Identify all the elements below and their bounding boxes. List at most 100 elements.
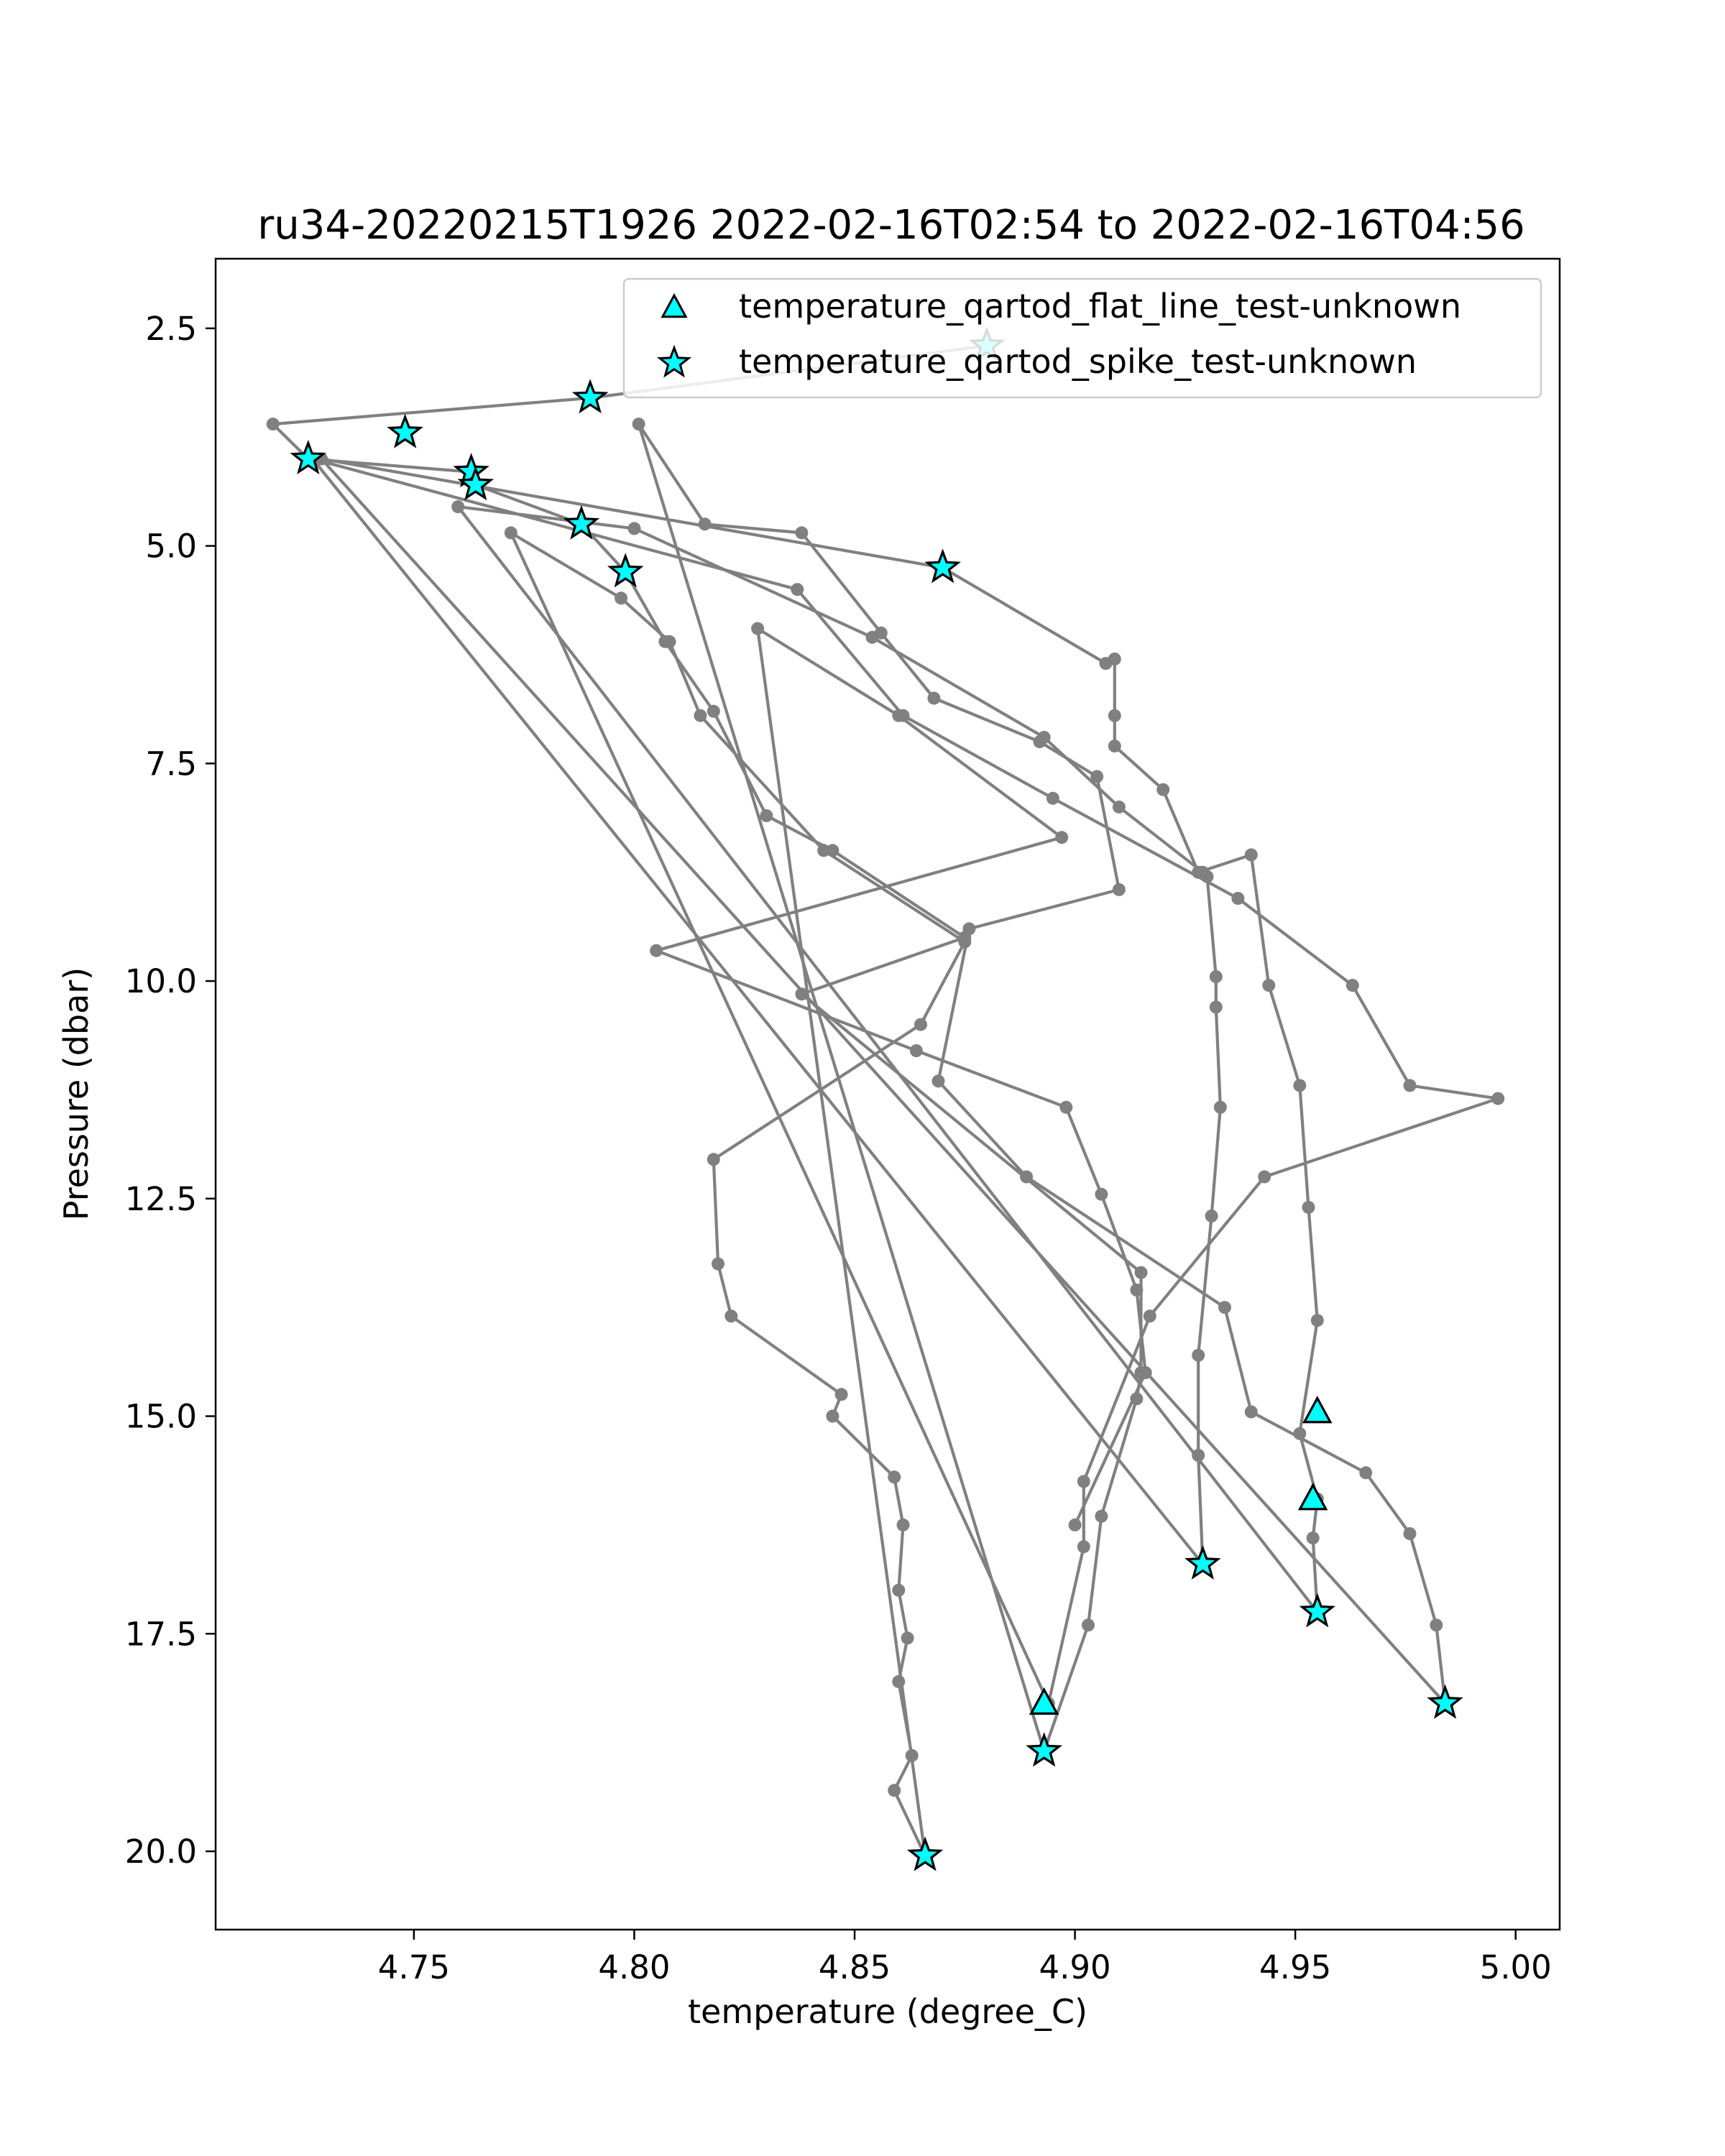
plot-frame (214, 257, 1561, 1931)
profile-point (1302, 1200, 1315, 1214)
profile-point (1293, 1427, 1307, 1440)
profile-point (826, 844, 840, 857)
legend: temperature_qartod_flat_line_test-unknow… (622, 277, 1542, 399)
legend-label-flat-line: temperature_qartod_flat_line_test-unknow… (739, 287, 1461, 326)
profile-point (1130, 1392, 1144, 1406)
profile-point (834, 1388, 848, 1401)
profile-point (1244, 848, 1258, 862)
flat-line-test-triangle-marker (1029, 1687, 1059, 1715)
profile-point (1095, 1509, 1108, 1523)
y-tick-label: 12.5 (125, 1180, 197, 1218)
profile-point (826, 1409, 840, 1423)
profile-point (1055, 831, 1069, 844)
profile-point (1108, 653, 1121, 665)
spike-test-star-marker (924, 548, 961, 584)
profile-point (1205, 1210, 1218, 1222)
profile-point (1200, 870, 1214, 883)
x-tick-label: 4.85 (819, 1948, 891, 1986)
profile-point (896, 1518, 910, 1531)
profile-point (1138, 1366, 1152, 1379)
profile-point (1258, 1170, 1271, 1184)
profile-point (892, 1674, 906, 1688)
profile-point (451, 500, 465, 514)
profile-point (958, 935, 972, 949)
profile-point (1020, 1170, 1034, 1184)
spike-test-star-marker (1427, 1684, 1463, 1719)
profile-point (795, 987, 809, 1001)
y-axis-ticks: 2.5 5.0 7.5 10.0 12.5 15.0 17.5 20.0 (125, 310, 216, 1871)
spike-test-star-marker (290, 439, 327, 474)
profile-point (663, 635, 676, 648)
profile-point (932, 1074, 945, 1088)
profile-point (892, 1583, 906, 1597)
profile-point (1134, 1266, 1148, 1279)
profile-point (1244, 1405, 1258, 1419)
profile-point (888, 1784, 901, 1797)
legend-triangle-marker (661, 292, 688, 318)
profile-point (1262, 979, 1276, 992)
y-tick-label: 7.5 (145, 745, 197, 783)
x-tick-label: 4.90 (1039, 1948, 1110, 1986)
profile-point (632, 418, 645, 431)
profile-point (1403, 1527, 1417, 1540)
spike-test-star-marker (1299, 1593, 1336, 1628)
profile-point (865, 630, 879, 644)
profile-point (1306, 1531, 1320, 1545)
profile-point (1209, 970, 1223, 983)
profile-point (1218, 1301, 1231, 1314)
profile-point (1192, 1449, 1205, 1462)
profile-point (909, 1044, 923, 1057)
profile-point (504, 526, 518, 540)
profile-point (707, 1153, 720, 1166)
profile-point (1068, 1518, 1082, 1531)
profile-point (817, 844, 831, 857)
spike-test-star-marker (1026, 1732, 1062, 1767)
x-axis-label: temperature (degree_C) (688, 1992, 1087, 2031)
spike-test-star-marker (457, 466, 494, 501)
profile-point (760, 809, 773, 822)
legend-star-marker (656, 344, 692, 378)
profile-point (627, 522, 641, 535)
y-tick-label: 2.5 (145, 310, 197, 348)
profile-point (1430, 1618, 1443, 1632)
profile-point (1359, 1466, 1373, 1480)
profile-point (914, 1018, 927, 1031)
profile-lines (266, 339, 1505, 1863)
profile-point (1077, 1475, 1090, 1488)
x-tick-label: 4.75 (378, 1948, 450, 1986)
profile-point (1112, 883, 1126, 896)
profile-point (266, 418, 280, 431)
legend-label-spike: temperature_qartod_spike_test-unknown (739, 342, 1417, 381)
profile-point (1209, 1000, 1223, 1014)
legend-star-shape (656, 344, 692, 378)
x-tick-label: 4.80 (598, 1948, 670, 1986)
x-axis-ticks: 4.75 4.80 4.85 4.90 4.95 5.00 (378, 1930, 1552, 1986)
profile-point (888, 1470, 901, 1484)
profile-point (1108, 740, 1121, 753)
profile-point (927, 691, 941, 705)
profile-point (1059, 1100, 1073, 1114)
y-tick-label: 17.5 (125, 1615, 197, 1653)
profile-point (1156, 783, 1170, 796)
profile-point (1108, 709, 1121, 722)
profile-point (615, 591, 628, 605)
profile-point (1293, 1079, 1307, 1092)
profile-point (751, 622, 765, 635)
profile-point (1082, 1618, 1095, 1632)
legend-frame (622, 277, 1542, 399)
profile-point (1192, 1348, 1205, 1362)
profile-point (1403, 1079, 1417, 1092)
spike-test-star-marker (906, 1836, 944, 1871)
profile-point (694, 709, 707, 722)
flat-line-test-triangle-marker (1302, 1396, 1333, 1424)
profile-point (1046, 791, 1059, 805)
profile-point (1491, 1092, 1505, 1105)
spike-test-star-marker (387, 413, 423, 448)
flat-line-test-triangle-marker (1297, 1483, 1328, 1511)
profile-point (698, 517, 712, 531)
profile-point (1077, 1540, 1090, 1554)
flag-markers (290, 326, 1463, 1871)
profile-point (724, 1309, 738, 1323)
chart-title: ru34-20220215T1926 2022-02-16T02:54 to 2… (257, 202, 1524, 249)
